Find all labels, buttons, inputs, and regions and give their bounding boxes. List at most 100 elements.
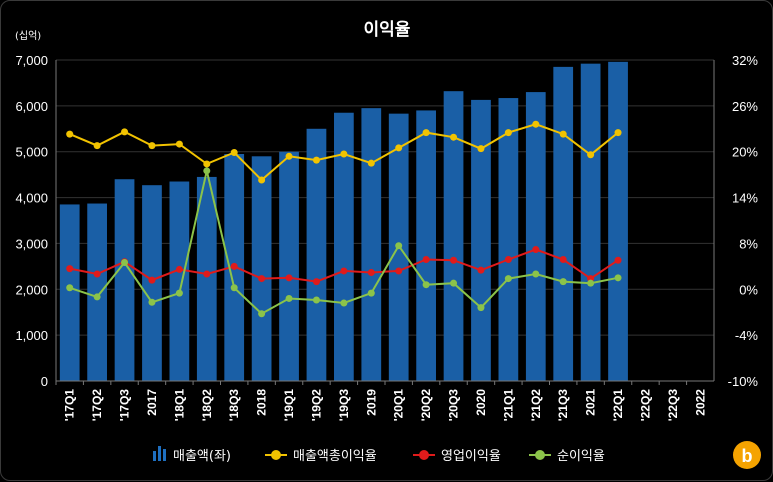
x-tick-label: '19Q1: [282, 389, 296, 422]
x-tick-label: 2018: [255, 389, 269, 416]
line-point: [312, 156, 320, 164]
line-point: [203, 270, 211, 278]
x-tick-label: '19Q3: [337, 389, 351, 422]
right-tick-label: 8%: [739, 236, 758, 251]
legend: 매출액(좌) 매출액총이익율 영업이익율 순이익율: [153, 446, 605, 464]
line-point: [367, 289, 375, 297]
legend-label: 순이익율: [557, 449, 605, 464]
line-point: [532, 270, 540, 278]
line-point: [450, 256, 458, 264]
legend-bar-icon: [153, 451, 156, 461]
line-point: [422, 129, 430, 137]
x-tick-label: '22Q2: [638, 389, 652, 422]
x-tick-label: '18Q2: [200, 389, 214, 422]
line-point: [230, 148, 238, 156]
right-tick-label: -4%: [735, 328, 759, 343]
bar: [361, 108, 382, 382]
line-point: [312, 296, 320, 304]
line-point: [93, 293, 101, 301]
line-point: [504, 275, 512, 283]
x-tick-label: '17Q1: [63, 389, 77, 422]
x-tick-label: '21Q2: [529, 389, 543, 422]
x-tick-label: '20Q2: [419, 389, 433, 422]
x-tick-label: '20Q1: [392, 389, 406, 422]
right-tick-label: 14%: [732, 191, 758, 206]
bar: [525, 92, 546, 381]
bar: [279, 151, 299, 381]
bar: [306, 128, 327, 381]
line-point: [587, 151, 595, 159]
line-point: [175, 289, 183, 297]
line-point: [285, 294, 293, 302]
line-point: [559, 255, 567, 263]
x-tick-label: 2021: [584, 389, 598, 416]
line-point: [450, 279, 458, 287]
line-point: [258, 275, 266, 283]
right-tick-label: 0%: [739, 282, 758, 297]
line-point: [66, 130, 74, 138]
legend-bar-icon: [163, 449, 166, 461]
line-point: [395, 242, 403, 250]
x-tick-label: '22Q3: [666, 389, 680, 422]
line-point: [203, 160, 211, 168]
line-point: [340, 150, 348, 158]
x-tick-label: 2019: [364, 389, 378, 416]
left-tick-label: 3,000: [15, 236, 48, 251]
left-tick-label: 5,000: [15, 145, 48, 160]
line-point: [395, 267, 403, 275]
bar: [416, 110, 436, 381]
bar: [169, 181, 190, 381]
right-tick-label: -10%: [728, 374, 759, 389]
line-point: [148, 298, 156, 306]
line-point: [203, 167, 211, 175]
legend-bar-icon: [158, 446, 161, 461]
bar: [608, 61, 628, 381]
bar: [114, 179, 135, 381]
left-tick-label: 0: [41, 374, 48, 389]
line-point: [66, 284, 74, 292]
line-point: [395, 144, 403, 152]
chart-title: 이익율: [364, 20, 411, 40]
legend-marker-icon: [419, 450, 429, 460]
x-tick-label: '17Q3: [118, 389, 132, 422]
line-point: [340, 299, 348, 307]
x-tick-label: '18Q1: [172, 389, 186, 422]
bar: [580, 63, 601, 381]
x-tick-label: '18Q3: [227, 389, 241, 422]
line-point: [477, 304, 485, 312]
bar: [471, 99, 491, 381]
line-point: [175, 140, 183, 148]
bar: [498, 98, 519, 381]
line-point: [258, 176, 266, 184]
bar: [334, 112, 354, 381]
bar-series: [59, 61, 628, 382]
line-point: [367, 268, 375, 276]
line-point: [477, 266, 485, 274]
grid-lines: [56, 59, 714, 382]
line-point: [230, 284, 238, 292]
line-point: [340, 267, 348, 275]
line-point: [121, 259, 129, 267]
bar: [87, 203, 107, 381]
x-tick-label: '17Q2: [90, 389, 104, 422]
line-point: [66, 265, 74, 273]
line-point: [148, 142, 156, 150]
line-point: [422, 281, 430, 289]
line-point: [614, 129, 622, 137]
line-point: [422, 255, 430, 263]
line-point: [93, 142, 101, 150]
x-tick-label: '21Q1: [501, 389, 515, 422]
right-tick-label: 32%: [732, 53, 758, 68]
left-tick-label: 1,000: [15, 328, 48, 343]
line-point: [532, 120, 540, 128]
bar: [59, 204, 80, 381]
brand-logo-icon: b: [733, 441, 761, 469]
line-point: [559, 130, 567, 138]
line-series: [66, 120, 622, 318]
line-point: [587, 279, 595, 287]
left-tick-label: 4,000: [15, 191, 48, 206]
line-point: [121, 128, 129, 136]
bar: [553, 66, 574, 381]
